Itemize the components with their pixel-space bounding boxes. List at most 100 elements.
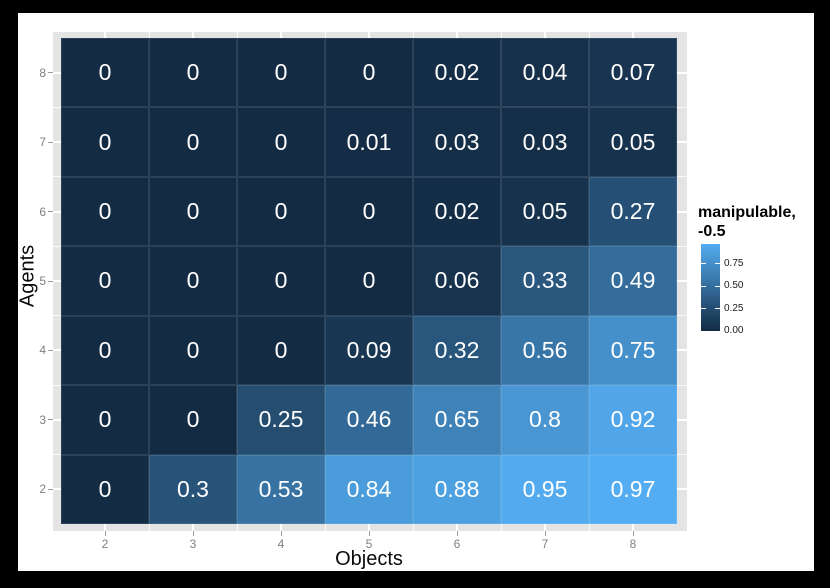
cell-value: 0.33 bbox=[522, 267, 568, 294]
cell-value: 0.3 bbox=[177, 475, 209, 502]
cell-value: 0 bbox=[98, 59, 112, 86]
legend-tick bbox=[701, 308, 706, 310]
heatmap-cell: 0 bbox=[61, 176, 149, 247]
legend-tick-label: 0.25 bbox=[724, 302, 744, 314]
heatmap-cell: 0 bbox=[237, 315, 325, 386]
y-axis-tick-label: 8 bbox=[39, 65, 46, 80]
x-axis-tick bbox=[632, 531, 634, 536]
cell-value: 0 bbox=[274, 198, 288, 225]
cell-value: 0.25 bbox=[258, 406, 304, 433]
heatmap-cell: 0.09 bbox=[325, 315, 413, 386]
cell-value: 0.56 bbox=[522, 336, 568, 363]
heatmap-cell: 0 bbox=[149, 38, 237, 108]
y-axis-tick bbox=[48, 488, 53, 490]
x-axis-tick-label: 5 bbox=[365, 537, 373, 551]
heatmap-cell: 0 bbox=[149, 246, 237, 316]
cell-value: 0.02 bbox=[434, 59, 480, 86]
cell-value: 0.8 bbox=[529, 406, 561, 433]
cell-value: 0 bbox=[362, 198, 376, 225]
heatmap-cell: 0.92 bbox=[589, 385, 677, 455]
heatmap-cell: 0 bbox=[149, 385, 237, 455]
y-axis-tick bbox=[48, 72, 53, 74]
y-axis-tick-label: 5 bbox=[39, 274, 46, 288]
cell-value: 0.05 bbox=[610, 128, 656, 155]
cell-value: 0.75 bbox=[610, 336, 656, 363]
cell-value: 0 bbox=[186, 267, 200, 294]
cell-value: 0.27 bbox=[610, 198, 656, 225]
y-axis-tick bbox=[48, 419, 53, 421]
x-axis-tick-label: 2 bbox=[101, 537, 109, 551]
legend-title-line-2: -0.5 bbox=[698, 223, 726, 240]
legend-tick bbox=[701, 263, 706, 265]
heatmap-cell: 0.84 bbox=[325, 454, 413, 524]
heatmap-cell: 0.46 bbox=[325, 385, 413, 455]
cell-value: 0.95 bbox=[522, 475, 568, 502]
heatmap-cell: 0.04 bbox=[501, 38, 589, 108]
cell-value: 0.09 bbox=[346, 336, 392, 363]
y-axis-tick bbox=[48, 141, 53, 143]
y-axis-tick bbox=[48, 280, 53, 282]
x-axis-tick bbox=[192, 531, 194, 536]
cell-value: 0 bbox=[98, 406, 112, 433]
heatmap-cell: 0.97 bbox=[589, 454, 677, 524]
heatmap-cell: 0.25 bbox=[237, 385, 325, 455]
heatmap-cell: 0.8 bbox=[501, 385, 589, 455]
cell-value: 0 bbox=[186, 59, 200, 86]
heatmap-cell: 0 bbox=[149, 107, 237, 177]
heatmap-cell: 0 bbox=[325, 176, 413, 247]
x-axis-tick bbox=[544, 531, 546, 536]
cell-value: 0.03 bbox=[522, 128, 568, 155]
cell-value: 0.06 bbox=[434, 267, 480, 294]
heatmap-cell: 0 bbox=[237, 176, 325, 247]
legend-tick bbox=[715, 285, 720, 287]
legend-tick bbox=[715, 330, 720, 332]
heatmap-cell: 0.32 bbox=[413, 315, 501, 386]
cell-value: 0.46 bbox=[346, 406, 392, 433]
cell-value: 0.04 bbox=[522, 59, 568, 86]
cell-value: 0.84 bbox=[346, 475, 392, 502]
y-axis-tick bbox=[48, 211, 53, 213]
legend-tick-label: 0.50 bbox=[724, 280, 744, 292]
heatmap-cell: 0.95 bbox=[501, 454, 589, 524]
legend-tick bbox=[701, 330, 706, 332]
cell-value: 0.53 bbox=[258, 475, 304, 502]
y-axis-tick-label: 4 bbox=[39, 343, 46, 358]
cell-value: 0 bbox=[186, 198, 200, 225]
heatmap-cell: 0 bbox=[61, 454, 149, 524]
cell-value: 0 bbox=[98, 128, 112, 155]
legend-title: manipulable, -0.5 bbox=[698, 203, 814, 241]
cell-value: 0 bbox=[98, 336, 112, 363]
legend-tick-label: 0.00 bbox=[724, 325, 744, 336]
cell-value: 0.07 bbox=[610, 59, 656, 86]
cell-value: 0.01 bbox=[346, 128, 392, 155]
heatmap-cell: 0.03 bbox=[413, 107, 501, 177]
legend-tick bbox=[715, 263, 720, 265]
heatmap-cell: 0.53 bbox=[237, 454, 325, 524]
legend-title-line-1: manipulable, bbox=[698, 204, 796, 221]
cell-value: 0.02 bbox=[434, 198, 480, 225]
cell-value: 0.32 bbox=[434, 336, 480, 363]
heatmap-cell: 0.02 bbox=[413, 38, 501, 108]
cell-value: 0.03 bbox=[434, 128, 480, 155]
heatmap-cell: 0.05 bbox=[589, 107, 677, 177]
heatmap-cell: 0.75 bbox=[589, 315, 677, 386]
y-axis-tick-label: 2 bbox=[39, 482, 46, 497]
heatmap-cell: 0.27 bbox=[589, 176, 677, 247]
heatmap-cell: 0 bbox=[61, 246, 149, 316]
heatmap-cell: 0 bbox=[61, 107, 149, 177]
x-axis-tick bbox=[368, 531, 370, 536]
y-axis-title: Agents bbox=[16, 244, 39, 308]
cell-value: 0 bbox=[362, 267, 376, 294]
plot-panel: 0 0 0 0 0.02 0.04 0.07 0 0 0 0.01 0.03 0.03 0.05 0 0 0 0 0… bbox=[53, 32, 687, 531]
heatmap-cell: 0.56 bbox=[501, 315, 589, 386]
legend-tick bbox=[715, 308, 720, 310]
cell-value: 0 bbox=[98, 475, 112, 502]
cell-value: 0 bbox=[274, 267, 288, 294]
legend-colorbar bbox=[701, 244, 720, 331]
x-axis-title: Objects bbox=[335, 548, 403, 570]
heatmap-cell: 0.03 bbox=[501, 107, 589, 177]
y-axis-tick-label: 7 bbox=[39, 135, 46, 150]
heatmap-cell: 0.33 bbox=[501, 246, 589, 316]
cell-value: 0.65 bbox=[434, 406, 480, 433]
